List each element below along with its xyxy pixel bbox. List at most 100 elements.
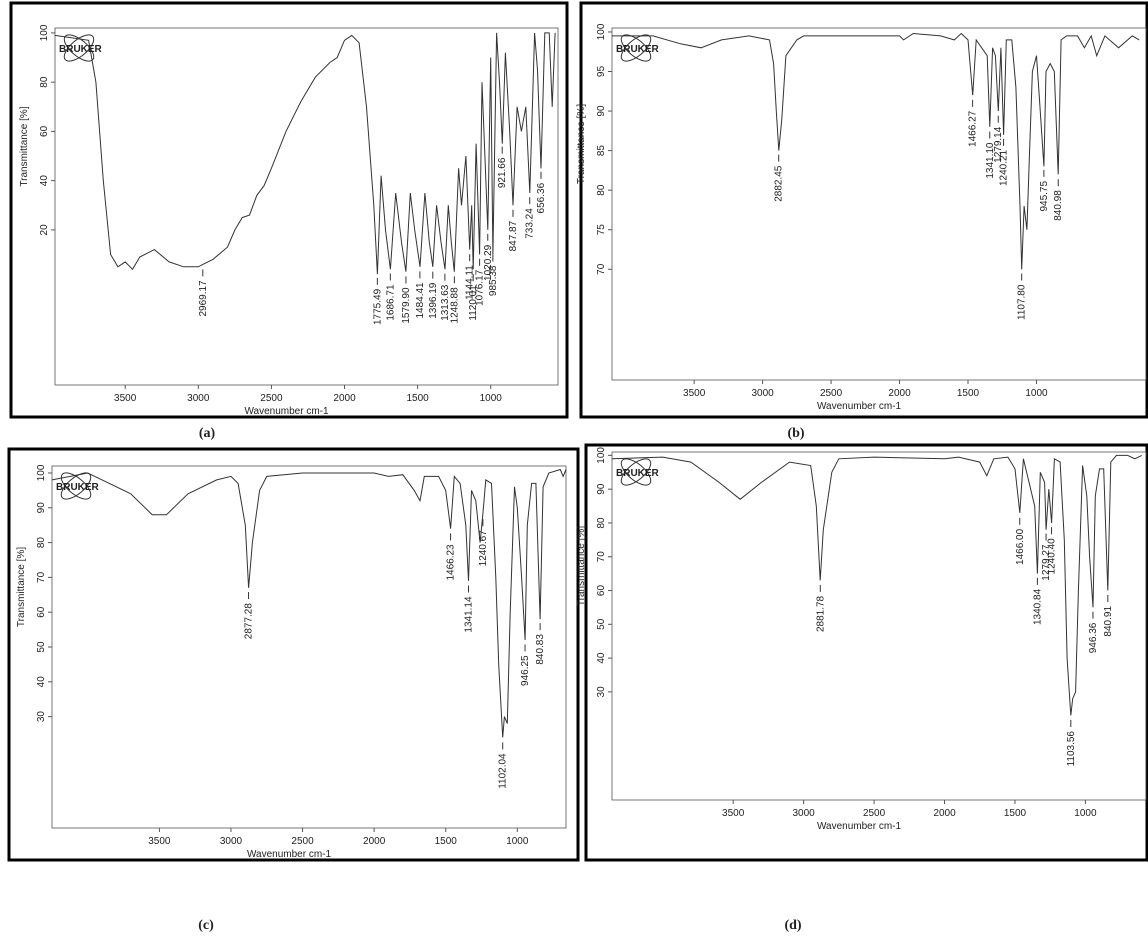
x-tick-label: 2500 <box>260 393 283 404</box>
y-tick-label: 75 <box>596 224 607 236</box>
peak-label: 1076.17 <box>475 269 486 306</box>
y-tick-label: 90 <box>596 105 607 117</box>
y-tick-label: 70 <box>596 263 607 275</box>
y-tick-label: 40 <box>39 175 50 187</box>
peak-label: 1396.19 <box>428 282 439 319</box>
x-tick-label: 3500 <box>148 836 171 847</box>
spectrum-line <box>611 454 1143 716</box>
y-tick-label: 80 <box>39 76 50 88</box>
peak-label: 945.75 <box>1039 181 1050 212</box>
x-axis-label: Wavenumber cm-1 <box>247 849 332 860</box>
x-tick-label: 3000 <box>220 836 243 847</box>
peak-label: 1340.84 <box>1032 588 1043 625</box>
panel-frame <box>9 1 569 419</box>
logo-orbit <box>63 34 95 62</box>
logo-orbit <box>620 34 652 62</box>
y-tick-label: 80 <box>596 517 607 529</box>
y-tick-label: 100 <box>596 23 607 40</box>
bruker-logo: BRUKER <box>616 34 660 62</box>
logo-text: BRUKER <box>616 44 660 55</box>
y-tick-label: 80 <box>36 537 47 549</box>
x-axis-label: Wavenumber cm-1 <box>244 406 329 417</box>
y-tick-label: 70 <box>36 571 47 583</box>
peak-label: 1466.00 <box>1015 528 1026 565</box>
peak-label: 1279.27 <box>1041 544 1052 581</box>
x-tick-label: 3000 <box>187 393 210 404</box>
x-axis-label: Wavenumber cm-1 <box>817 401 902 412</box>
logo-orbit <box>620 458 652 486</box>
x-tick-label: 2000 <box>933 808 956 819</box>
plot-area <box>611 27 1147 381</box>
caption: (a) <box>199 426 216 441</box>
x-tick-label: 3500 <box>683 388 706 399</box>
x-tick-label: 3500 <box>722 808 745 819</box>
caption: (c) <box>198 918 214 933</box>
peak-label: 2969.17 <box>198 280 209 317</box>
peak-label: 1484.41 <box>415 282 426 319</box>
spectrum-line <box>612 32 1140 270</box>
y-tick-label: 95 <box>596 66 607 78</box>
y-axis-label: Transmittance [%] <box>16 547 27 627</box>
y-tick-label: 70 <box>596 551 607 563</box>
logo-orbit <box>60 472 92 500</box>
x-tick-label: 3500 <box>114 393 137 404</box>
y-tick-label: 100 <box>596 447 607 464</box>
peak-label: 1240.40 <box>1047 538 1058 575</box>
plot-area <box>611 451 1147 801</box>
caption: (b) <box>787 426 804 441</box>
x-tick-label: 1000 <box>480 393 503 404</box>
peak-label: 2877.28 <box>244 603 255 640</box>
plot-area <box>51 465 567 829</box>
x-tick-label: 1500 <box>407 393 430 404</box>
y-tick-label: 30 <box>36 711 47 723</box>
y-tick-label: 80 <box>596 184 607 196</box>
y-tick-label: 40 <box>36 676 47 688</box>
y-tick-label: 85 <box>596 145 607 157</box>
peak-label: 840.91 <box>1103 606 1114 637</box>
panel-frame <box>579 1 1148 419</box>
logo-orbit <box>60 472 92 500</box>
y-tick-label: 30 <box>596 686 607 698</box>
peak-label: 733.24 <box>525 208 536 239</box>
logo-orbit <box>63 34 95 62</box>
peak-label: 1466.27 <box>968 110 979 147</box>
x-tick-label: 1500 <box>435 836 458 847</box>
peak-label: 1686.71 <box>385 284 396 321</box>
peak-label: 840.83 <box>535 634 546 665</box>
spectrum-line <box>54 32 556 275</box>
x-tick-label: 2000 <box>888 388 911 399</box>
peak-label: 985.38 <box>488 265 499 296</box>
peak-label: 2882.45 <box>774 165 785 202</box>
bruker-logo: BRUKER <box>616 458 660 486</box>
peak-label: 1103.56 <box>1066 731 1077 767</box>
y-axis-label: Transmittance [%] <box>576 104 587 184</box>
logo-text: BRUKER <box>616 468 660 479</box>
peak-label: 1020.29 <box>483 244 494 281</box>
logo-orbit <box>620 34 652 62</box>
plot-area <box>54 27 559 386</box>
peak-label: 656.36 <box>536 182 547 213</box>
y-tick-label: 20 <box>39 224 50 236</box>
peak-label: 1341.10 <box>985 142 996 179</box>
peak-label: 1107.80 <box>1017 284 1028 320</box>
y-tick-label: 40 <box>596 652 607 664</box>
caption: (d) <box>784 918 801 933</box>
panel-frame <box>7 447 580 862</box>
x-tick-label: 1500 <box>1004 808 1027 819</box>
peak-label: 1120.01 <box>468 285 479 321</box>
peak-label: 1248.88 <box>449 287 460 324</box>
x-tick-label: 3000 <box>751 388 774 399</box>
x-tick-label: 2500 <box>820 388 843 399</box>
y-tick-label: 60 <box>36 606 47 618</box>
y-tick-label: 60 <box>39 125 50 137</box>
peak-label: 1341.14 <box>463 596 474 633</box>
peak-label: 946.36 <box>1088 622 1099 653</box>
logo-orbit <box>620 458 652 486</box>
spectrum-line <box>51 468 567 738</box>
panel-frame <box>584 443 1148 862</box>
x-tick-label: 2500 <box>291 836 314 847</box>
peak-label: 946.25 <box>520 655 531 686</box>
x-axis-label: Wavenumber cm-1 <box>817 821 902 832</box>
x-tick-label: 2500 <box>863 808 886 819</box>
